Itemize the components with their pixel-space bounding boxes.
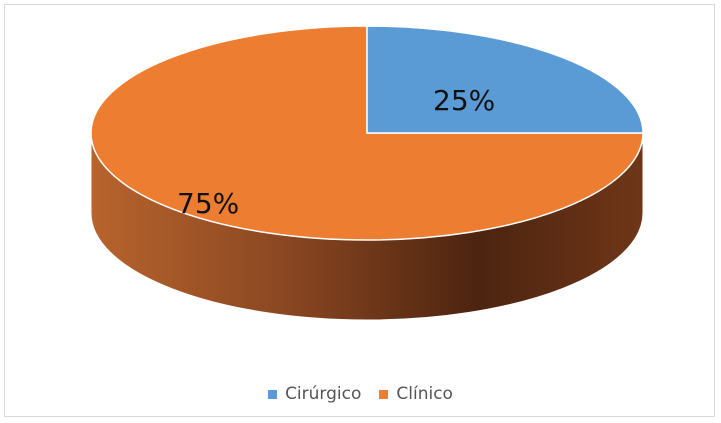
pie-top-cirurgico — [366, 25, 644, 134]
legend-swatch-cirurgico — [268, 389, 278, 399]
data-label-clinico: 75% — [177, 187, 239, 220]
legend-label-clinico: Clínico — [396, 384, 453, 404]
legend-item-clinico: Clínico — [379, 384, 453, 404]
legend-item-cirurgico: Cirúrgico — [268, 384, 361, 404]
legend-swatch-clinico — [379, 389, 389, 399]
legend-label-cirurgico: Cirúrgico — [285, 384, 362, 404]
legend: Cirúrgico Clínico — [0, 384, 721, 404]
data-label-cirurgico: 25% — [433, 84, 495, 117]
pie-top-clinico — [90, 25, 644, 241]
